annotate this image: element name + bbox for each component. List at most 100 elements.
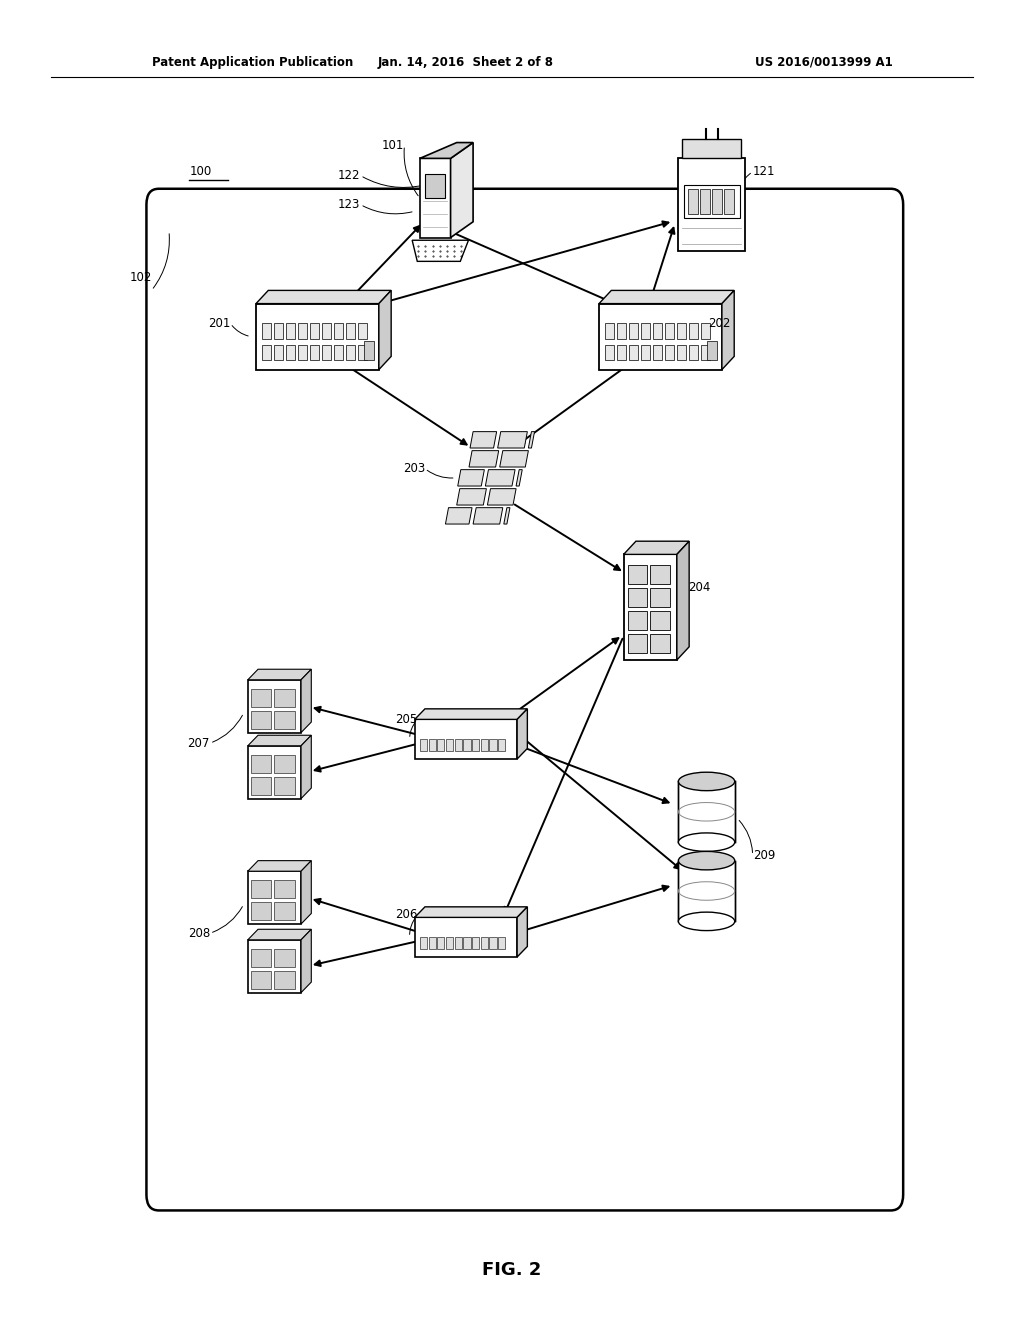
Polygon shape (504, 508, 510, 524)
FancyBboxPatch shape (274, 949, 295, 966)
Text: 122: 122 (338, 169, 360, 182)
FancyBboxPatch shape (455, 937, 462, 949)
FancyBboxPatch shape (688, 189, 697, 214)
Text: 100: 100 (189, 165, 212, 178)
Polygon shape (487, 488, 516, 506)
FancyBboxPatch shape (425, 174, 445, 198)
Polygon shape (248, 735, 311, 746)
FancyBboxPatch shape (310, 345, 319, 360)
Polygon shape (469, 450, 499, 467)
FancyBboxPatch shape (617, 345, 627, 360)
Polygon shape (485, 470, 515, 486)
FancyBboxPatch shape (274, 755, 295, 774)
FancyBboxPatch shape (481, 739, 488, 751)
Text: 205: 205 (395, 713, 418, 726)
Text: FIG. 2: FIG. 2 (482, 1261, 542, 1279)
FancyBboxPatch shape (678, 158, 745, 251)
Polygon shape (516, 470, 522, 486)
FancyBboxPatch shape (628, 565, 647, 583)
FancyBboxPatch shape (472, 739, 479, 751)
Text: 209: 209 (753, 849, 775, 862)
FancyBboxPatch shape (665, 345, 674, 360)
Polygon shape (722, 290, 734, 370)
FancyBboxPatch shape (262, 345, 271, 360)
FancyBboxPatch shape (251, 972, 271, 989)
FancyBboxPatch shape (599, 304, 722, 370)
FancyBboxPatch shape (251, 880, 271, 898)
Ellipse shape (678, 912, 734, 931)
FancyBboxPatch shape (653, 323, 663, 339)
Ellipse shape (678, 833, 734, 851)
FancyBboxPatch shape (334, 345, 343, 360)
FancyBboxPatch shape (322, 345, 331, 360)
FancyBboxPatch shape (256, 304, 379, 370)
FancyBboxPatch shape (677, 323, 686, 339)
FancyBboxPatch shape (628, 589, 647, 607)
FancyBboxPatch shape (274, 710, 295, 729)
Polygon shape (528, 432, 535, 447)
FancyBboxPatch shape (251, 755, 271, 774)
FancyBboxPatch shape (463, 937, 471, 949)
FancyBboxPatch shape (322, 323, 331, 339)
FancyBboxPatch shape (605, 323, 614, 339)
FancyBboxPatch shape (364, 341, 374, 360)
FancyBboxPatch shape (624, 554, 677, 660)
FancyBboxPatch shape (628, 635, 647, 653)
Text: Jan. 14, 2016  Sheet 2 of 8: Jan. 14, 2016 Sheet 2 of 8 (378, 55, 554, 69)
FancyBboxPatch shape (463, 739, 471, 751)
FancyBboxPatch shape (437, 937, 444, 949)
FancyBboxPatch shape (724, 189, 733, 214)
Text: 102: 102 (129, 271, 152, 284)
FancyBboxPatch shape (420, 937, 427, 949)
FancyBboxPatch shape (248, 746, 301, 799)
FancyBboxPatch shape (446, 739, 454, 751)
Ellipse shape (678, 772, 734, 791)
FancyBboxPatch shape (415, 917, 517, 957)
Polygon shape (248, 929, 311, 940)
FancyBboxPatch shape (310, 323, 319, 339)
FancyBboxPatch shape (678, 861, 735, 921)
FancyBboxPatch shape (629, 345, 638, 360)
Polygon shape (415, 709, 527, 719)
FancyBboxPatch shape (700, 345, 710, 360)
FancyBboxPatch shape (499, 937, 506, 949)
FancyBboxPatch shape (650, 565, 670, 583)
FancyBboxPatch shape (251, 949, 271, 966)
FancyBboxPatch shape (617, 323, 627, 339)
FancyBboxPatch shape (699, 189, 710, 214)
FancyBboxPatch shape (146, 189, 903, 1210)
Text: 201: 201 (208, 317, 230, 330)
Polygon shape (599, 290, 734, 304)
Ellipse shape (678, 851, 734, 870)
FancyBboxPatch shape (641, 345, 650, 360)
FancyBboxPatch shape (248, 871, 301, 924)
Polygon shape (415, 907, 527, 917)
FancyBboxPatch shape (707, 341, 717, 360)
FancyBboxPatch shape (248, 940, 301, 993)
FancyBboxPatch shape (357, 345, 367, 360)
Polygon shape (301, 669, 311, 733)
FancyBboxPatch shape (274, 345, 284, 360)
Polygon shape (517, 907, 527, 957)
Polygon shape (677, 541, 689, 660)
FancyBboxPatch shape (429, 937, 436, 949)
Polygon shape (624, 541, 689, 554)
FancyBboxPatch shape (251, 903, 271, 920)
FancyBboxPatch shape (415, 719, 517, 759)
FancyBboxPatch shape (274, 903, 295, 920)
FancyBboxPatch shape (346, 323, 355, 339)
FancyBboxPatch shape (489, 937, 497, 949)
Polygon shape (458, 470, 484, 486)
Polygon shape (445, 508, 472, 524)
Text: 208: 208 (187, 927, 210, 940)
FancyBboxPatch shape (712, 189, 722, 214)
FancyBboxPatch shape (481, 937, 488, 949)
FancyBboxPatch shape (274, 689, 295, 708)
Text: 121: 121 (753, 165, 775, 178)
FancyBboxPatch shape (689, 345, 698, 360)
FancyBboxPatch shape (437, 739, 444, 751)
FancyBboxPatch shape (346, 345, 355, 360)
FancyBboxPatch shape (251, 689, 271, 708)
FancyBboxPatch shape (298, 323, 307, 339)
FancyBboxPatch shape (455, 739, 462, 751)
